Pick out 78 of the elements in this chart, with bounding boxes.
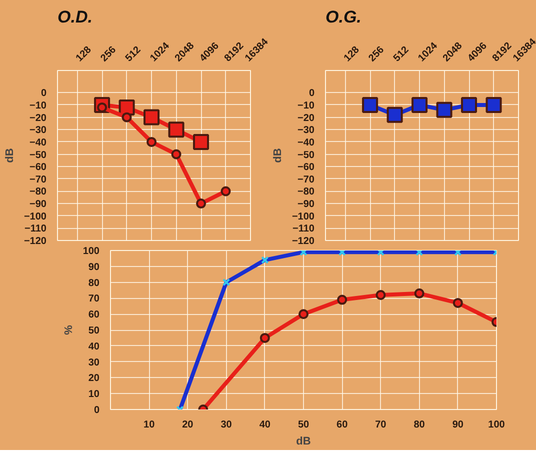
y-tick-label: −90 bbox=[30, 199, 47, 210]
x-tick-label: 60 bbox=[336, 420, 348, 430]
x-tick-label: 10 bbox=[144, 420, 156, 430]
y-tick-label: 40 bbox=[88, 341, 100, 352]
y-axis-title: dB bbox=[4, 148, 16, 163]
x-tick-label: 512 bbox=[124, 44, 144, 64]
y-tick-label: 0 bbox=[40, 88, 47, 100]
y-tick-label: −50 bbox=[298, 150, 315, 161]
x-tick-label: 90 bbox=[452, 420, 464, 430]
x-tick-label: 80 bbox=[414, 420, 426, 430]
x-tick-label: 512 bbox=[392, 44, 412, 64]
y-tick-label: 60 bbox=[88, 310, 100, 321]
y-tick-label: −50 bbox=[30, 150, 47, 161]
point bbox=[171, 149, 182, 160]
point bbox=[386, 106, 403, 123]
point bbox=[414, 288, 424, 298]
y-tick-label: −100 bbox=[24, 211, 47, 222]
y-tick-label: −20 bbox=[30, 112, 47, 124]
x-axis-title: dB bbox=[296, 436, 311, 448]
point bbox=[412, 96, 428, 113]
point bbox=[461, 96, 478, 113]
y-tick-label: 0 bbox=[308, 88, 315, 100]
y-tick-label: 90 bbox=[88, 262, 100, 273]
y-tick-label: −70 bbox=[30, 174, 47, 186]
x-tick-label: 256 bbox=[98, 44, 119, 64]
y-tick-label: −60 bbox=[298, 162, 315, 174]
x-tick-label: 20 bbox=[182, 420, 194, 430]
point bbox=[362, 96, 378, 113]
point bbox=[146, 136, 157, 147]
x-tick-label: 128 bbox=[342, 44, 362, 64]
y-tick-label: 30 bbox=[88, 357, 100, 368]
y-tick-label: −40 bbox=[30, 137, 47, 148]
y-tick-label: −100 bbox=[292, 211, 315, 222]
y-axis-title: % bbox=[62, 324, 75, 335]
x-tick-label: 100 bbox=[488, 420, 506, 430]
x-tick-label: 30 bbox=[220, 420, 232, 430]
x-tick-label: 256 bbox=[366, 44, 387, 64]
y-tick-label: −40 bbox=[298, 137, 315, 148]
point bbox=[436, 102, 452, 118]
point bbox=[452, 298, 463, 308]
point bbox=[260, 332, 270, 343]
y-tick-label: −70 bbox=[298, 174, 315, 186]
chart-title: O.G. bbox=[326, 8, 362, 26]
y-tick-label: −80 bbox=[298, 186, 315, 198]
point bbox=[486, 96, 502, 113]
chart-title: O.D. bbox=[58, 8, 92, 26]
point bbox=[220, 186, 231, 196]
y-tick-label: 20 bbox=[88, 373, 100, 384]
y-tick-label: 80 bbox=[88, 278, 100, 289]
y-tick-label: 10 bbox=[88, 389, 100, 400]
y-axis-title: dB bbox=[272, 148, 284, 163]
point bbox=[337, 294, 348, 305]
point bbox=[168, 122, 184, 138]
x-tick-label: 128 bbox=[74, 44, 94, 64]
y-tick-label: 100 bbox=[82, 246, 100, 257]
y-tick-label: 70 bbox=[88, 294, 100, 305]
y-tick-label: −110 bbox=[24, 224, 47, 235]
y-tick-label: −120 bbox=[292, 236, 315, 247]
point bbox=[196, 198, 206, 209]
y-tick-label: −10 bbox=[298, 100, 315, 112]
y-tick-label: −120 bbox=[24, 236, 47, 247]
y-tick-label: −60 bbox=[30, 162, 47, 174]
point bbox=[298, 309, 308, 320]
y-tick-label: −90 bbox=[298, 199, 315, 210]
y-tick-label: −110 bbox=[292, 224, 315, 235]
y-tick-label: −80 bbox=[30, 186, 47, 198]
y-tick-label: 50 bbox=[88, 326, 100, 336]
point bbox=[376, 290, 386, 300]
point bbox=[193, 134, 210, 150]
x-tick-label: 40 bbox=[259, 420, 271, 430]
y-tick-label: 0 bbox=[94, 405, 100, 416]
y-tick-label: −20 bbox=[298, 112, 315, 124]
y-tick-label: −10 bbox=[30, 100, 47, 112]
point bbox=[144, 109, 160, 126]
x-tick-label: 70 bbox=[375, 420, 387, 430]
point bbox=[122, 112, 132, 122]
y-tick-label: −30 bbox=[30, 125, 47, 136]
y-tick-label: −30 bbox=[298, 125, 315, 136]
